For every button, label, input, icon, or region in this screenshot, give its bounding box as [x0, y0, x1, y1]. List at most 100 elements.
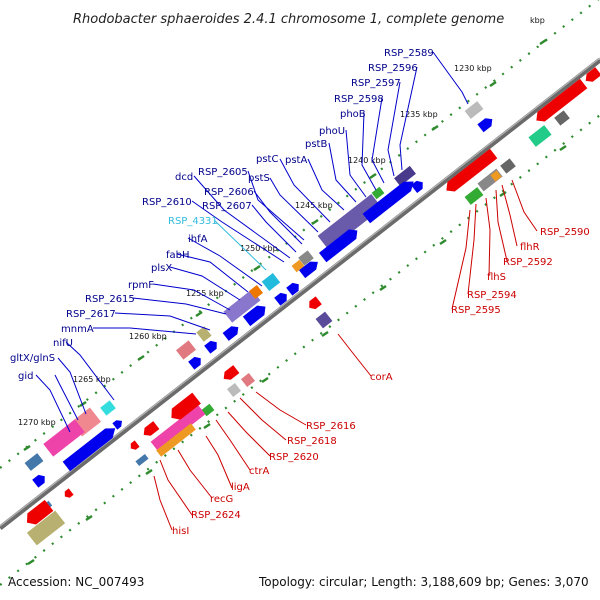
gene-label[interactable]: rpmF: [128, 280, 154, 291]
gene-arrow: [362, 181, 414, 224]
gene-arrow: [130, 440, 140, 450]
gene-block: [226, 382, 242, 398]
gene-label[interactable]: pstS: [248, 173, 270, 184]
gene-block: [315, 311, 333, 329]
gene-label-highlight[interactable]: RSP_4331: [168, 216, 218, 227]
gene-block: [394, 165, 416, 187]
reverse-gene-blocks: [26, 110, 570, 546]
gene-label[interactable]: pstB: [305, 139, 327, 150]
gene-label[interactable]: RSP_2607: [202, 201, 252, 212]
gene-label[interactable]: pstA: [285, 155, 307, 166]
gene-arrow: [222, 326, 239, 341]
gene-label[interactable]: RSP_2592: [503, 257, 553, 268]
gene-label[interactable]: RSP_2596: [368, 63, 418, 74]
gene-label[interactable]: RSP_2615: [85, 294, 135, 305]
forward-gene-labels: RSP_2589 RSP_2596 RSP_2597 RSP_2598 phoB…: [10, 48, 434, 382]
gene-label[interactable]: RSP_2595: [451, 305, 501, 316]
gene-arrow: [585, 67, 600, 82]
gene-arrow: [309, 296, 322, 310]
gene-label[interactable]: gltX/glnS: [10, 353, 55, 364]
reverse-leader-lines: [153, 179, 538, 531]
reverse-gene-labels: RSP_2590 flhR RSP_2592 flhS RSP_2594 RSP…: [172, 227, 590, 537]
gene-label[interactable]: RSP_2605: [198, 167, 248, 178]
gene-label[interactable]: RSP_2598: [334, 94, 384, 105]
gene-label[interactable]: flhR: [520, 242, 540, 253]
gene-label[interactable]: nifU: [53, 338, 73, 349]
gene-block: [500, 158, 516, 174]
gene-label[interactable]: ctrA: [249, 466, 270, 477]
gene-label[interactable]: dcd: [175, 172, 193, 183]
gene-block: [240, 372, 256, 388]
kbp-labels: kbp 1230 kbp 1235 kbp 1240 kbp 1245 kbp …: [18, 16, 545, 427]
gene-arrow: [477, 118, 493, 133]
gene-arrow: [242, 305, 266, 327]
gene-label[interactable]: fabH: [166, 250, 190, 261]
gene-block: [371, 186, 385, 200]
gene-label[interactable]: RSP_2624: [191, 510, 241, 521]
chromosome-backbone: [0, 58, 600, 530]
gene-block: [26, 510, 66, 546]
gene-arrow: [62, 428, 116, 472]
gene-arrow: [32, 474, 45, 488]
gene-label[interactable]: pstC: [256, 154, 278, 165]
gene-block: [24, 453, 44, 471]
gene-block: [248, 284, 264, 300]
gene-arrow: [299, 261, 318, 279]
gene-block: [490, 170, 502, 182]
kbp-label: 1235 kbp: [400, 110, 438, 119]
gene-label[interactable]: RSP_2589: [384, 48, 434, 59]
kbp-label: 1255 kbp: [186, 289, 224, 298]
backbone-highlight: [0, 57, 600, 527]
accession-text: Accession: NC_007493: [8, 575, 144, 589]
gene-block: [464, 187, 484, 205]
gene-block: [43, 419, 85, 457]
gene-block: [201, 403, 215, 417]
map-title: Rhodobacter sphaeroides 2.4.1 chromosome…: [73, 12, 504, 27]
gene-label[interactable]: hisI: [172, 526, 189, 537]
gene-block: [554, 110, 570, 126]
highlight-leader-line: [213, 219, 267, 271]
gene-label[interactable]: gid: [18, 371, 33, 382]
tick-dashes: [23, 38, 567, 566]
gene-label[interactable]: recG: [210, 494, 233, 505]
gene-arrow: [204, 340, 217, 354]
gene-label[interactable]: RSP_2606: [204, 187, 254, 198]
gene-label[interactable]: mnmA: [61, 324, 94, 335]
kbp-label: 1270 kbp: [18, 418, 56, 427]
gene-label[interactable]: RSP_2618: [287, 436, 337, 447]
gene-block: [223, 289, 261, 323]
genome-summary-text: Topology: circular; Length: 3,188,609 bp…: [258, 575, 589, 589]
gene-label[interactable]: ligA: [231, 482, 250, 493]
gene-arrow: [171, 392, 201, 420]
gene-arrow: [26, 499, 54, 525]
gene-arrow: [64, 488, 74, 498]
gene-block: [477, 168, 503, 192]
gene-label[interactable]: phoU: [319, 126, 345, 137]
gene-label[interactable]: corA: [370, 372, 393, 383]
inner-tick-track: [0, 114, 600, 586]
gene-label[interactable]: ihfA: [188, 234, 208, 245]
gene-block: [150, 404, 206, 452]
gene-arrow: [410, 180, 423, 194]
gene-label[interactable]: RSP_2590: [540, 227, 590, 238]
gene-label[interactable]: RSP_2610: [142, 197, 192, 208]
gene-label[interactable]: phoB: [340, 109, 366, 120]
gene-label[interactable]: flhS: [487, 272, 506, 283]
gene-arrow: [318, 229, 358, 263]
gene-label[interactable]: plsX: [151, 263, 172, 274]
reverse-gene-arrows: [26, 67, 600, 525]
gene-block: [528, 125, 552, 147]
gene-label[interactable]: RSP_2597: [351, 78, 401, 89]
gene-label[interactable]: RSP_2616: [306, 421, 356, 432]
gene-label[interactable]: RSP_2620: [269, 452, 319, 463]
gene-label[interactable]: RSP_2617: [66, 309, 116, 320]
gene-arrow: [446, 148, 498, 192]
gene-arrow: [143, 421, 160, 436]
kbp-label: kbp: [530, 16, 545, 25]
gene-label[interactable]: RSP_2594: [467, 290, 517, 301]
gene-block: [261, 272, 281, 292]
kbp-label: 1230 kbp: [454, 64, 492, 73]
forward-gene-arrows: [32, 118, 493, 488]
